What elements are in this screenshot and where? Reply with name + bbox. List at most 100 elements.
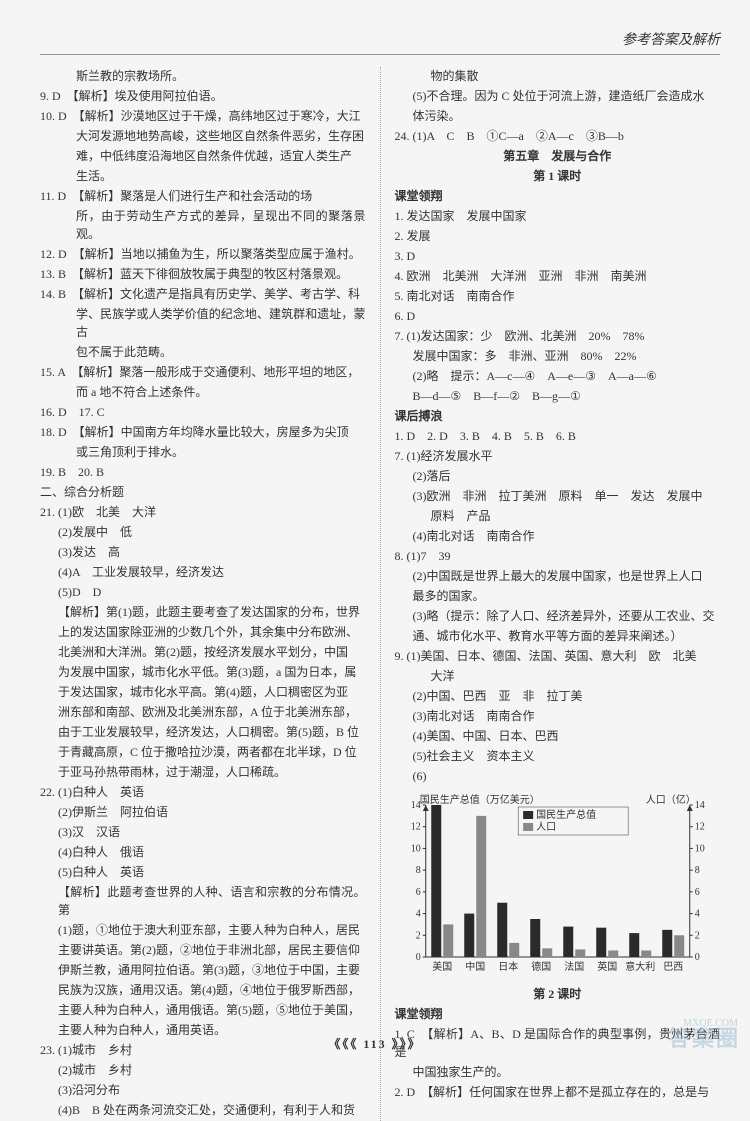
svg-text:8: 8	[694, 865, 699, 876]
text-line: 洲东部和南部、欧洲及北美洲东部，A 位于北美洲东部，	[40, 703, 366, 721]
text-line: (4)南北对话 南南合作	[395, 527, 721, 545]
text-line: (2)中国既是世界上最大的发展中国家，也是世界上人口	[395, 567, 721, 585]
text-line: 课堂领翔	[395, 187, 721, 205]
svg-text:美国: 美国	[432, 960, 452, 973]
page-header-title: 参考答案及解析	[40, 30, 720, 55]
bar-chart: 0022446688101012121414美国中国日本德国法国英国意大利巴西国…	[395, 791, 721, 981]
text-line: 原料 产品	[395, 507, 721, 525]
text-line: (2)略 提示：A—c—④ A—e—③ A—a—⑥	[395, 367, 721, 385]
text-line: 3. D	[395, 247, 721, 265]
svg-text:日本: 日本	[498, 960, 518, 973]
text-line: (2)城市 乡村	[40, 1061, 366, 1079]
left-column: 斯兰教的宗教场所。9. D 【解析】埃及使用阿拉伯语。10. D 【解析】沙漠地…	[40, 67, 366, 1121]
text-line: 通、城市化水平、教育水平等方面的差异来阐述。）	[395, 627, 721, 645]
text-line: (6)	[395, 767, 721, 785]
text-line: 生活。	[40, 167, 366, 185]
svg-text:4: 4	[694, 909, 699, 920]
text-line: (4)B B 处在两条河流交汇处，交通便利，有利于人和货	[40, 1101, 366, 1119]
text-line: 9. (1)美国、日本、德国、法国、英国、意大利 欧 北美	[395, 647, 721, 665]
text-line: 民族为汉族，通用汉语。第(4)题，④地位于俄罗斯西部，	[40, 981, 366, 999]
text-line: 物的集散	[395, 67, 721, 85]
text-line: 课堂领翔	[395, 1005, 721, 1023]
text-line: 而 a 地不符合上述条件。	[40, 383, 366, 401]
svg-text:12: 12	[694, 822, 704, 833]
right-column: 物的集散(5)不合理。因为 C 处位于河流上游，建造纸厂会造成水体污染。24. …	[395, 67, 721, 1121]
svg-text:4: 4	[415, 909, 420, 920]
svg-text:14: 14	[694, 800, 704, 811]
text-line: 19. B 20. B	[40, 463, 366, 481]
text-line: 【解析】此题考查世界的人种、语言和宗教的分布情况。第	[40, 883, 366, 919]
text-line: 为发展中国家，城市化水平低。第(3)题，a 国为日本，属	[40, 663, 366, 681]
text-line: 于青藏高原，C 位于撒哈拉沙漠，两者都在北半球，D 位	[40, 743, 366, 761]
text-line: 18. D 【解析】中国南方年均降水量比较大，房屋多为尖顶	[40, 423, 366, 441]
text-line: 16. D 17. C	[40, 403, 366, 421]
text-line: 21. (1)欧 北美 大洋	[40, 503, 366, 521]
text-line: 所，由于劳动生产方式的差异，呈现出不同的聚落景观。	[40, 207, 366, 243]
text-line: (5)白种人 英语	[40, 863, 366, 881]
text-line: 学、民族学或人类学价值的纪念地、建筑群和遗址，蒙古	[40, 305, 366, 341]
text-line: 上的发达国家除亚洲的少数几个外，其余集中分布欧洲、	[40, 623, 366, 641]
svg-text:巴西: 巴西	[663, 961, 683, 973]
text-line: 第五章 发展与合作	[395, 147, 721, 165]
text-line: 中国独家生产的。	[395, 1063, 721, 1081]
svg-text:6: 6	[415, 887, 420, 898]
text-line: 5. 南北对话 南南合作	[395, 287, 721, 305]
text-line: 二、综合分析题	[40, 483, 366, 501]
text-line: (2)落后	[395, 467, 721, 485]
text-line: (3)略（提示：除了人口、经济差异外，还要从工农业、交	[395, 607, 721, 625]
text-line: (2)中国、巴西 亚 非 拉丁美	[395, 687, 721, 705]
text-line: 体污染。	[395, 107, 721, 125]
text-line: 14. B 【解析】文化遗产是指具有历史学、美学、考古学、科	[40, 285, 366, 303]
svg-text:法国: 法国	[564, 960, 584, 973]
svg-text:人口: 人口	[536, 821, 556, 833]
svg-text:10: 10	[694, 843, 704, 854]
text-line: (3)发达 高	[40, 543, 366, 561]
text-line: (2)伊斯兰 阿拉伯语	[40, 803, 366, 821]
text-line: (2)发展中 低	[40, 523, 366, 541]
text-line: 8. (1)7 39	[395, 547, 721, 565]
text-line: 24. (1)A C B ①C—a ②A—c ③B—b	[395, 127, 721, 145]
svg-text:人口（亿）: 人口（亿）	[645, 793, 695, 806]
svg-text:2: 2	[694, 930, 699, 941]
text-line: 包不属于此范畴。	[40, 343, 366, 361]
svg-text:0: 0	[694, 952, 699, 963]
text-line: 主要人种为白种人，通用俄语。第(5)题，⑤地位于美国，	[40, 1001, 366, 1019]
text-line: 10. D 【解析】沙漠地区过于干燥，高纬地区过于寒冷，大江	[40, 107, 366, 125]
two-column-layout: 斯兰教的宗教场所。9. D 【解析】埃及使用阿拉伯语。10. D 【解析】沙漠地…	[40, 67, 720, 1121]
svg-text:国民生产总值（万亿美元）: 国民生产总值（万亿美元）	[419, 793, 539, 806]
text-line: 第 1 课时	[395, 167, 721, 185]
text-line: 伊斯兰教，通用阿拉伯语。第(3)题，③地位于中国，主要	[40, 961, 366, 979]
text-line: 于亚马孙热带雨林，过于潮湿，人口稀疏。	[40, 763, 366, 781]
text-line: 第 2 课时	[395, 985, 721, 1003]
text-line: (3)沿河分布	[40, 1081, 366, 1099]
text-line: (3)南北对话 南南合作	[395, 707, 721, 725]
text-line: (4)白种人 俄语	[40, 843, 366, 861]
text-line: (5)社会主义 资本主义	[395, 747, 721, 765]
text-line: 或三角顶利于排水。	[40, 443, 366, 461]
text-line: 发展中国家：多 非洲、亚洲 80% 22%	[395, 347, 721, 365]
text-line: 难，中低纬度沿海地区自然条件优越，适宜人类生产	[40, 147, 366, 165]
text-line: 22. (1)白种人 英语	[40, 783, 366, 801]
text-line: 6. D	[395, 307, 721, 325]
svg-text:意大利: 意大利	[625, 960, 655, 973]
text-line: 1. D 2. D 3. B 4. B 5. B 6. B	[395, 427, 721, 445]
svg-text:2: 2	[415, 930, 420, 941]
svg-text:10: 10	[410, 843, 420, 854]
text-line: 主要讲英语。第(2)题，②地位于非洲北部，居民主要信仰	[40, 941, 366, 959]
svg-text:英国: 英国	[597, 960, 617, 973]
svg-text:国民生产总值: 国民生产总值	[536, 808, 596, 821]
page-number: 《《《 113 》》》	[0, 1035, 750, 1053]
text-line: 最多的国家。	[395, 587, 721, 605]
text-line: 4. 欧洲 北美洲 大洋洲 亚洲 非洲 南美洲	[395, 267, 721, 285]
svg-text:6: 6	[694, 887, 699, 898]
text-line: (5)D D	[40, 583, 366, 601]
watermark: 答案圈	[668, 1022, 740, 1055]
text-line: 斯兰教的宗教场所。	[40, 67, 366, 85]
text-line: 大洋	[395, 667, 721, 685]
text-line: (5)不合理。因为 C 处位于河流上游，建造纸厂会造成水	[395, 87, 721, 105]
text-line: 2. 发展	[395, 227, 721, 245]
svg-text:0: 0	[415, 952, 420, 963]
text-line: (3)欧洲 非洲 拉丁美洲 原料 单一 发达 发展中	[395, 487, 721, 505]
text-line: 由于工业发展较早，经济发达，人口稠密。第(5)题，B 位	[40, 723, 366, 741]
text-line: 课后搏浪	[395, 407, 721, 425]
